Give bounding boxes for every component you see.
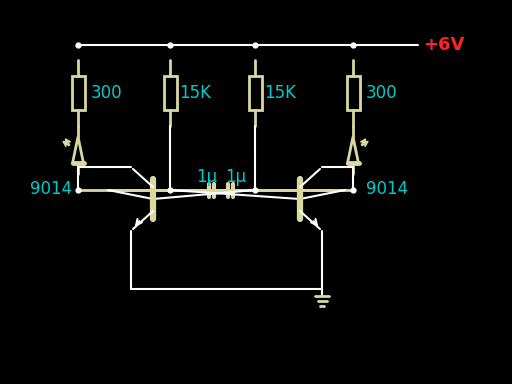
Text: 1μ: 1μ <box>225 168 246 186</box>
Bar <box>347 76 359 110</box>
Polygon shape <box>73 137 83 163</box>
Text: 9014: 9014 <box>30 180 72 198</box>
Polygon shape <box>348 137 358 163</box>
Bar <box>163 76 177 110</box>
Text: 300: 300 <box>91 84 123 102</box>
Text: 1μ: 1μ <box>196 168 217 186</box>
Text: +6V: +6V <box>423 36 464 54</box>
Text: 300: 300 <box>366 84 398 102</box>
Text: 9014: 9014 <box>366 180 408 198</box>
Text: 15K: 15K <box>264 84 296 102</box>
Bar <box>248 76 262 110</box>
Bar <box>72 76 84 110</box>
Text: 15K: 15K <box>179 84 211 102</box>
